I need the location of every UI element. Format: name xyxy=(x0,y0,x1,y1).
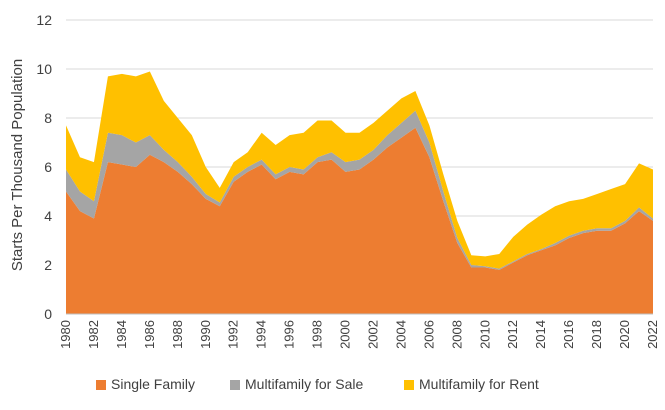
y-tick-label: 12 xyxy=(36,12,52,28)
x-tick-label: 2012 xyxy=(505,320,520,349)
x-tick-label: 2008 xyxy=(449,320,464,349)
x-tick-label: 2022 xyxy=(645,320,660,349)
y-tick-labels: 0 2 4 6 8 10 12 xyxy=(36,12,52,322)
y-tick-label: 10 xyxy=(36,61,52,77)
x-tick-label: 1986 xyxy=(142,320,157,349)
legend-label-multifamily-for-rent: Multifamily for Rent xyxy=(419,376,539,392)
x-tick-label: 1982 xyxy=(86,320,101,349)
legend-swatch-multifamily-for-rent xyxy=(404,380,414,390)
legend-label-single-family: Single Family xyxy=(111,376,195,392)
y-tick-label: 2 xyxy=(44,257,52,273)
legend: Single Family Multifamily for Sale Multifa… xyxy=(96,376,539,392)
y-tick-label: 8 xyxy=(44,110,52,126)
x-tick-label: 2016 xyxy=(561,320,576,349)
area-single-family xyxy=(66,127,653,314)
x-tick-label: 1998 xyxy=(310,320,325,349)
x-tick-label: 1984 xyxy=(114,320,129,349)
x-tick-label: 2010 xyxy=(477,320,492,349)
x-tick-label: 1994 xyxy=(254,320,269,349)
x-tick-label: 1988 xyxy=(170,320,185,349)
x-tick-label: 1992 xyxy=(226,320,241,349)
x-tick-label: 1990 xyxy=(198,320,213,349)
x-tick-label: 2014 xyxy=(533,320,548,349)
y-tick-label: 4 xyxy=(44,208,52,224)
x-tick-label: 2018 xyxy=(589,320,604,349)
x-tick-label: 2002 xyxy=(365,320,380,349)
x-tick-label: 1996 xyxy=(282,320,297,349)
area-series xyxy=(66,71,653,314)
x-tick-label: 2020 xyxy=(617,320,632,349)
y-axis-label: Starts Per Thousand Population xyxy=(9,59,26,271)
legend-label-multifamily-for-sale: Multifamily for Sale xyxy=(245,376,363,392)
x-tick-label: 1980 xyxy=(58,320,73,349)
y-tick-label: 0 xyxy=(44,306,52,322)
legend-swatch-multifamily-for-sale xyxy=(230,380,240,390)
legend-swatch-single-family xyxy=(96,380,106,390)
x-tick-label: 2000 xyxy=(338,320,353,349)
x-tick-label: 2004 xyxy=(393,320,408,349)
x-tick-labels: 1980 1982 1984 1986 1988 1990 1992 1994 1996 1998… xyxy=(58,320,660,349)
y-tick-label: 6 xyxy=(44,159,52,175)
area-multifamily-for-rent xyxy=(66,71,653,269)
x-tick-label: 2006 xyxy=(421,320,436,349)
